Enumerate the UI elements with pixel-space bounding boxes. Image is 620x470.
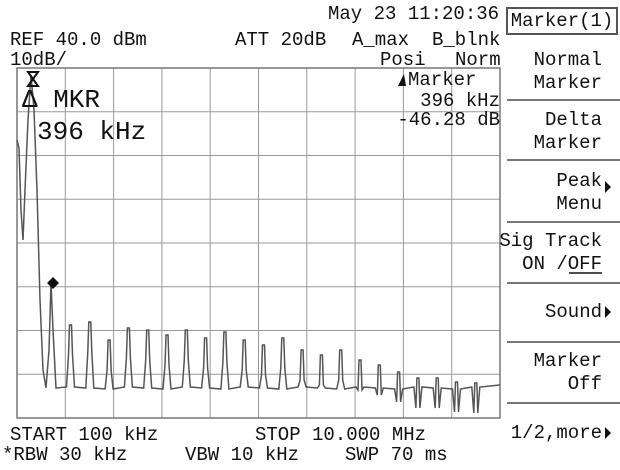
reference-marker-icon xyxy=(26,71,40,87)
readout-title: Marker xyxy=(408,69,476,91)
rbw: *RBW 30 kHz xyxy=(2,444,127,465)
softkey-label[interactable]: Menu xyxy=(556,193,602,215)
trace-a: A_max xyxy=(352,29,409,51)
delta-icon xyxy=(398,74,406,86)
marker-diamond xyxy=(47,277,59,289)
start-frequency: START 100 kHz xyxy=(10,424,158,446)
softkey-label[interactable]: Marker xyxy=(534,72,602,94)
vbw: VBW 10 kHz xyxy=(185,444,299,465)
readout-level: -46.28 dB xyxy=(397,109,500,131)
submenu-arrow xyxy=(605,306,611,318)
scale: 10dB/ xyxy=(10,49,67,71)
softkey-label[interactable]: Marker xyxy=(534,350,602,372)
softkey-label[interactable]: Off xyxy=(568,373,602,395)
softkey-label[interactable]: Sound xyxy=(545,301,602,323)
softkey-label[interactable]: Normal xyxy=(534,49,602,71)
softkey-label[interactable]: Delta xyxy=(545,109,602,131)
marker-frequency: 396 kHz xyxy=(37,117,146,147)
graticule-border xyxy=(16,67,501,419)
sweep-time: SWP 70 ms xyxy=(345,444,448,465)
detector: Posi xyxy=(380,49,426,71)
softkey-label[interactable]: Peak xyxy=(556,170,602,192)
marker-label: Δ MKR xyxy=(22,85,100,115)
submenu-arrow xyxy=(605,181,611,193)
attenuation: ATT 20dB xyxy=(235,29,326,51)
more-key[interactable]: 1/2,more xyxy=(511,422,602,444)
softkey-label[interactable]: Marker xyxy=(534,132,602,154)
submenu-arrow xyxy=(605,427,611,439)
softkey-label[interactable]: ON /OFF xyxy=(522,253,602,275)
mode: Norm xyxy=(455,49,501,71)
ref-level: REF 40.0 dBm xyxy=(10,29,147,51)
trace-b: B_blnk xyxy=(432,29,500,51)
menu-title-box xyxy=(506,7,618,35)
readout-frequency: 396 kHz xyxy=(420,90,500,112)
datetime: May 23 11:20:36 xyxy=(328,3,499,25)
softkey-label[interactable]: Sig Track xyxy=(499,230,602,252)
graticule xyxy=(17,68,500,418)
stop-frequency: STOP 10.000 MHz xyxy=(255,424,426,446)
trace xyxy=(16,74,501,414)
menu-title: Marker(1) xyxy=(511,10,614,32)
